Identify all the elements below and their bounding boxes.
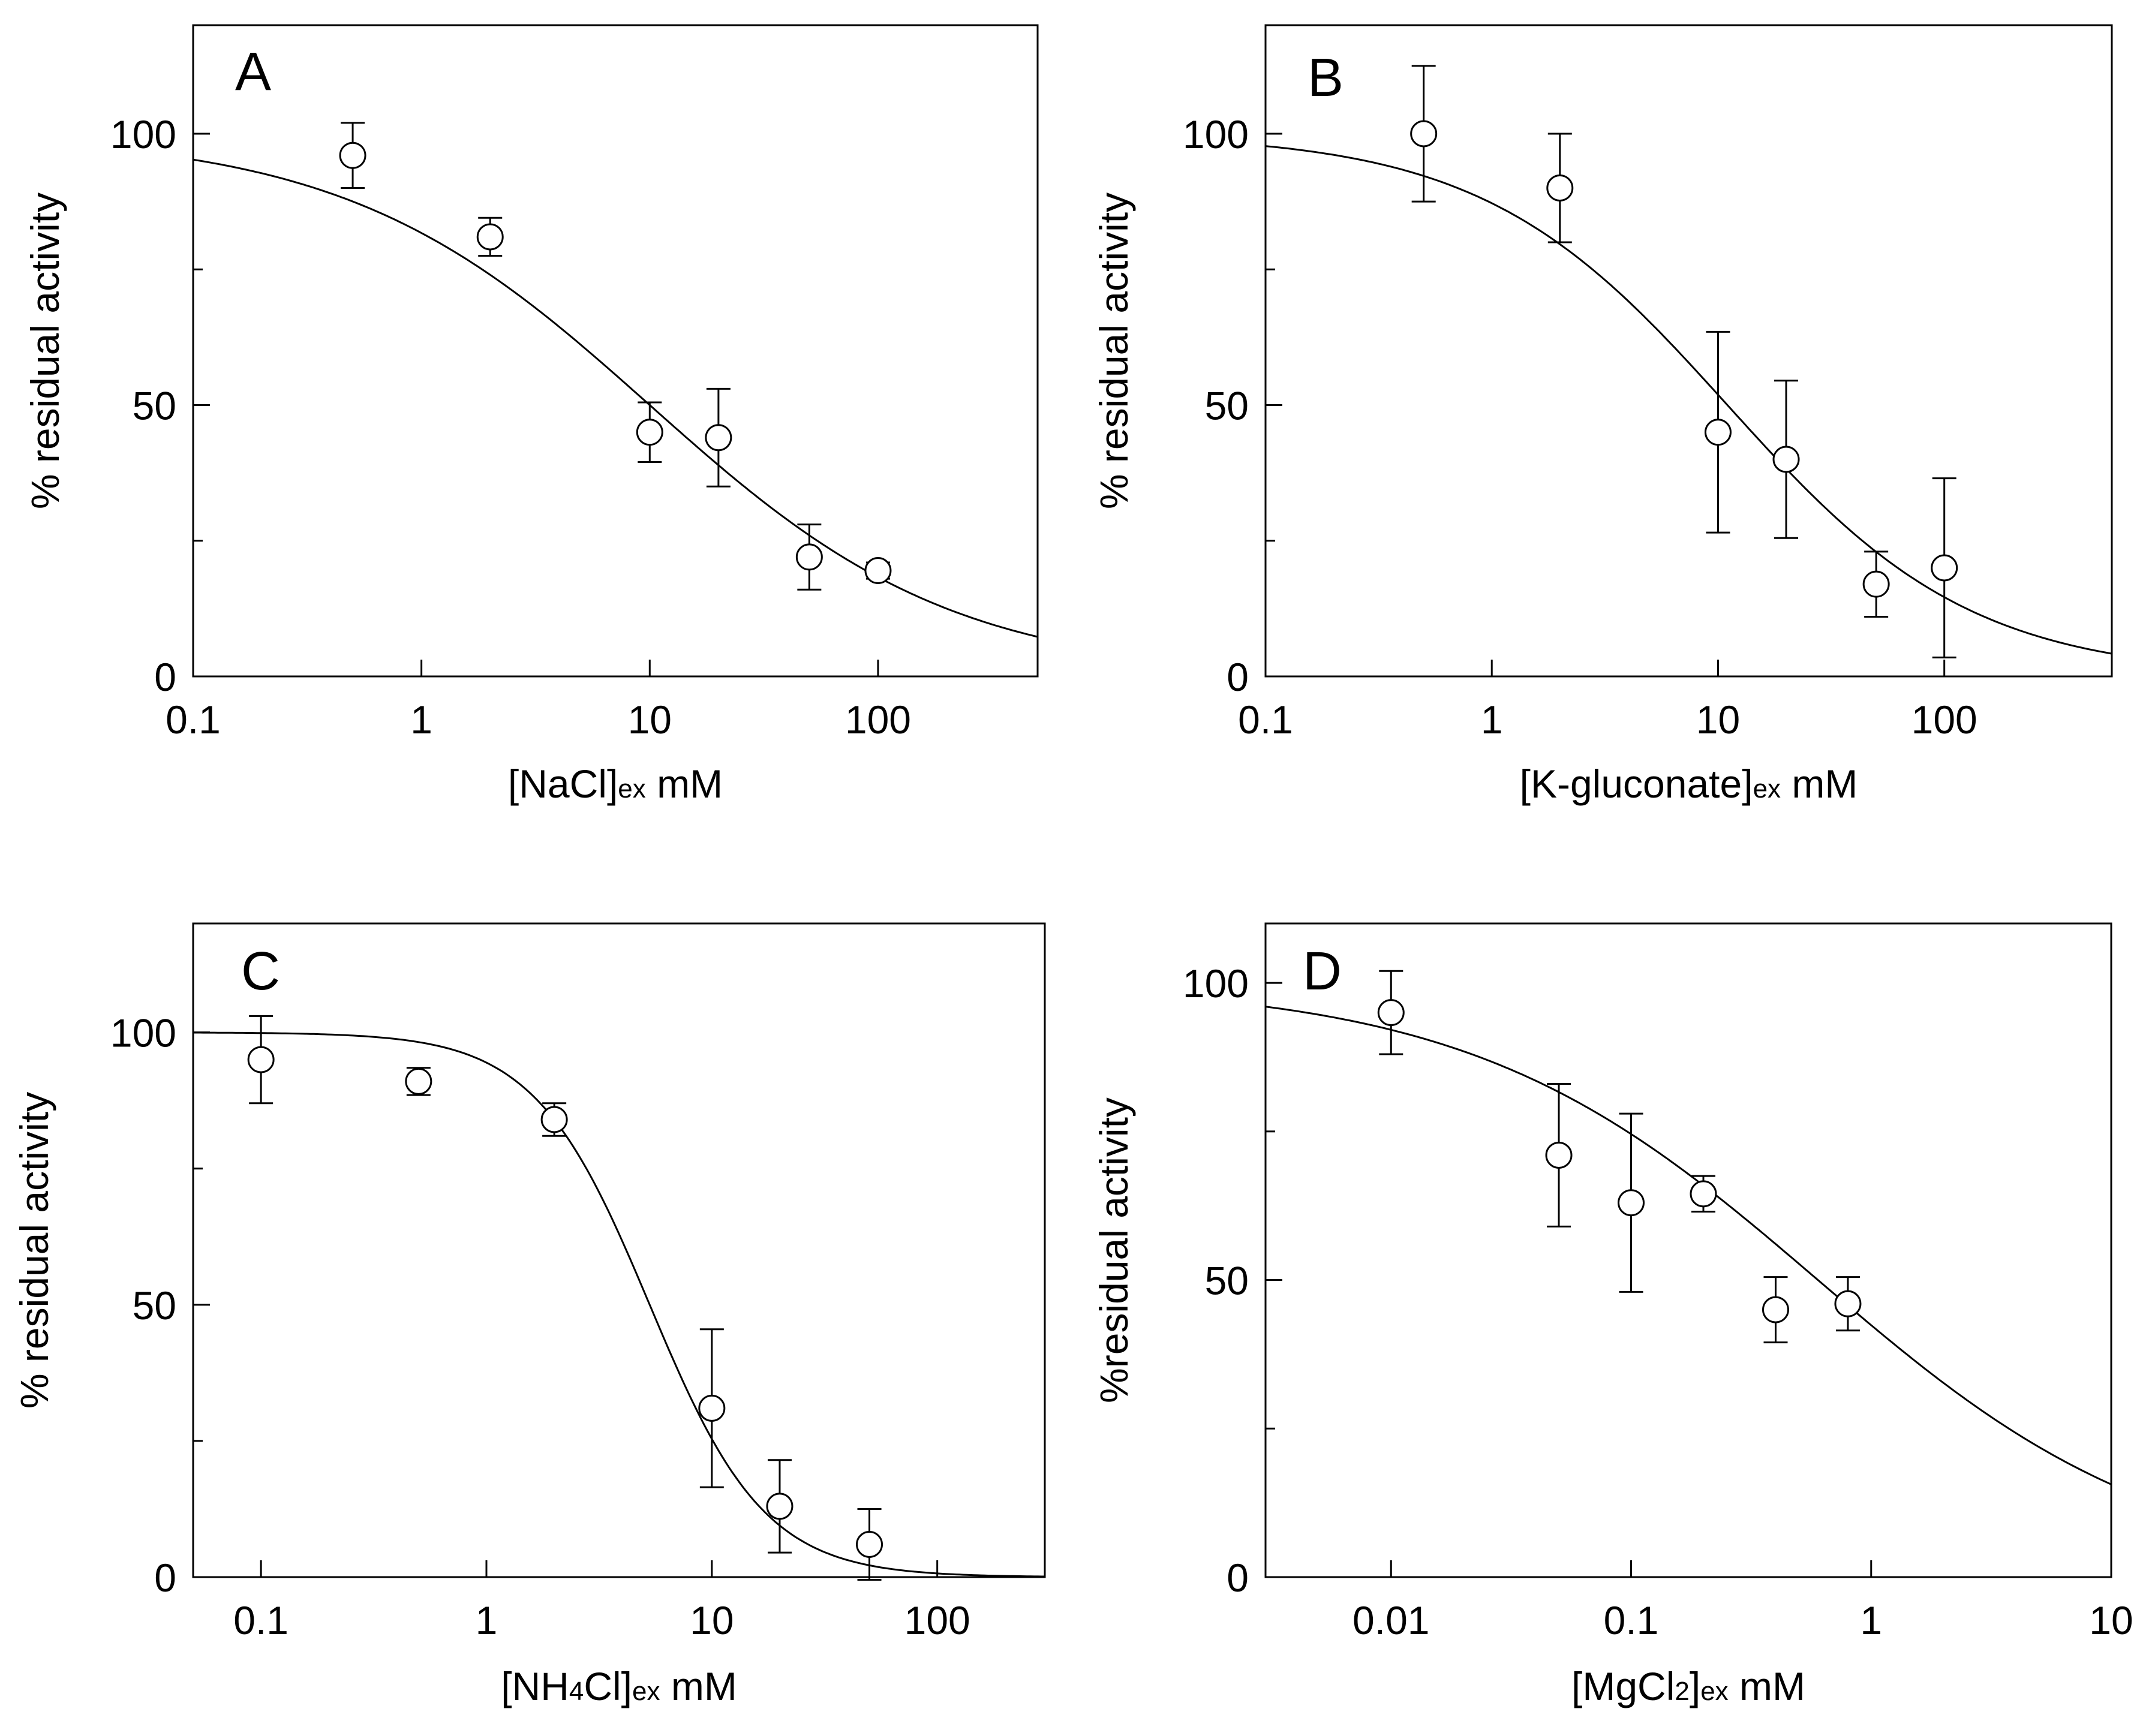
- panel-c-xlabel-sub: 4: [569, 1677, 584, 1706]
- panel-c-ytick-label: 0: [154, 1556, 176, 1600]
- panel-a-xlabel-pre: [NaCl]: [508, 762, 618, 806]
- panel-a-data-point: [705, 424, 732, 452]
- panel-a-xlabel-post: mM: [646, 762, 723, 806]
- panel-a-data-point: [339, 142, 366, 169]
- panel-a-ytick-label: 100: [110, 112, 176, 157]
- panel-a-xtick-label: 0.1: [166, 697, 221, 742]
- panel-b-xtick-label: 100: [1911, 697, 1977, 742]
- panel-b-fit-curve: [1265, 145, 2112, 655]
- panel-c-data-point: [247, 1046, 275, 1073]
- panel-c-data-point: [540, 1106, 568, 1133]
- panel-d-data-point: [1545, 1141, 1573, 1169]
- panel-b-xtick-label: 0.1: [1238, 697, 1293, 742]
- panel-c-xlabel-pre: [NH: [501, 1664, 569, 1708]
- panel-a-xlabel-sub: ex: [618, 774, 645, 804]
- panel-b-data-point: [1546, 174, 1574, 201]
- panel-a-panel-label: A: [235, 42, 271, 102]
- panel-d-data-point: [1762, 1296, 1789, 1323]
- panel-c-data-point: [856, 1531, 883, 1558]
- panel-c-ytick-label: 100: [110, 1011, 176, 1055]
- panel-b-ytick-label: 0: [1227, 655, 1249, 699]
- panel-c-data-point: [405, 1067, 432, 1095]
- panel-a-fit-curve: [193, 158, 1038, 638]
- panel-d-xlabel-post: ]: [1690, 1664, 1700, 1708]
- panel-d: D 0 50 100 0.01 0.1 1 10 %residual activity [MgCl…: [1092, 922, 2133, 1708]
- panel-d-data-point: [1618, 1189, 1645, 1217]
- panel-a-xtick-label: 100: [845, 697, 911, 742]
- panel-d-data-point: [1377, 999, 1405, 1027]
- panel-c-ytick-label: 50: [133, 1283, 176, 1328]
- panel-d-xtick-label: 0.1: [1604, 1598, 1659, 1642]
- panel-d-xtick-label: 10: [2089, 1598, 2133, 1642]
- panel-c-panel-label: C: [241, 941, 280, 1001]
- panel-b-ytick-label: 100: [1183, 112, 1249, 157]
- panel-d-data-point: [1834, 1290, 1862, 1317]
- panel-b-xlabel-post: mM: [1781, 762, 1858, 806]
- panel-d-fit-curve: [1265, 1006, 2112, 1485]
- panel-b-plot-frame: [1264, 24, 2113, 678]
- panel-c-data-point: [698, 1394, 726, 1422]
- panel-a-xtick-label: 1: [410, 697, 432, 742]
- panel-c-data-point: [766, 1493, 794, 1520]
- panel-b: B 0 50 100 0.1 1 10 100 % residual activity [K-gl…: [1092, 24, 2113, 806]
- panel-c-xlabel-post2: mM: [660, 1664, 737, 1708]
- panel-b-xlabel-sub: ex: [1753, 774, 1781, 804]
- panel-d-ylabel: %residual activity: [1092, 1097, 1136, 1403]
- panel-c-xtick-label: 0.1: [233, 1598, 288, 1642]
- panel-b-ylabel: % residual activity: [1092, 192, 1136, 509]
- panel-c-xlabel-post: Cl]: [584, 1664, 632, 1708]
- panel-c-xtick-label: 100: [904, 1598, 970, 1642]
- panel-d-plot-frame: [1264, 922, 2112, 1578]
- panel-b-xlabel: [K-gluconate]ex mM: [1520, 762, 1858, 806]
- panel-a-ylabel: % residual activity: [23, 192, 67, 509]
- panel-a-ytick-label: 0: [154, 655, 176, 699]
- panel-a-xtick-label: 10: [628, 697, 672, 742]
- panel-c-fit-curve: [193, 1031, 1045, 1578]
- panel-b-data-point: [1772, 446, 1800, 473]
- panel-d-data-point: [1690, 1180, 1717, 1208]
- panel-a-plot-frame: [192, 24, 1039, 678]
- panel-b-data-point: [1410, 120, 1438, 148]
- panel-d-panel-label: D: [1303, 941, 1342, 1001]
- panel-b-data-point: [1862, 570, 1890, 598]
- panel-a-data-point: [476, 223, 504, 251]
- panel-a-data-point: [636, 419, 663, 446]
- panel-d-xlabel: [MgCl2]ex mM: [1571, 1664, 1805, 1708]
- panel-a: A 0 50 100 0.1 1 10 100 % residual activity [NaCl…: [23, 24, 1039, 806]
- panel-d-ytick-label: 0: [1227, 1556, 1249, 1600]
- panel-a-ytick-label: 50: [133, 384, 176, 428]
- panel-c-xlabel-sub2: ex: [632, 1677, 660, 1706]
- panel-c-xlabel: [NH4Cl]ex mM: [501, 1664, 737, 1708]
- panel-d-ytick-label: 50: [1205, 1259, 1249, 1303]
- panel-c-xtick-label: 10: [690, 1598, 734, 1642]
- panel-c-ylabel: % residual activity: [12, 1092, 56, 1409]
- panel-b-xtick-label: 10: [1696, 697, 1740, 742]
- panel-a-data-point: [795, 543, 823, 571]
- panel-a-data-point: [864, 557, 892, 585]
- panel-c: C 0 50 100 0.1 1 10 100 % residual activity [NH4C…: [12, 922, 1046, 1708]
- panel-a-xlabel: [NaCl]ex mM: [508, 762, 723, 806]
- panel-d-xtick-label: 1: [1860, 1598, 1882, 1642]
- panel-b-xtick-label: 1: [1481, 697, 1503, 742]
- panel-b-panel-label: B: [1308, 48, 1343, 108]
- panel-b-data-point: [1931, 554, 1958, 582]
- panel-d-xtick-label: 0.01: [1352, 1598, 1429, 1642]
- panel-c-plot-frame: [192, 922, 1046, 1578]
- panel-b-xlabel-pre: [K-gluconate]: [1520, 762, 1753, 806]
- panel-b-data-point: [1704, 419, 1732, 446]
- panel-c-xtick-label: 1: [476, 1598, 498, 1642]
- panel-d-xlabel-pre: [MgCl: [1571, 1664, 1675, 1708]
- panel-d-ytick-label: 100: [1183, 961, 1249, 1006]
- panel-d-xlabel-post2: mM: [1729, 1664, 1805, 1708]
- panel-d-xlabel-sub2: ex: [1700, 1677, 1728, 1706]
- panel-d-xlabel-sub: 2: [1675, 1677, 1689, 1706]
- panel-b-ytick-label: 50: [1205, 384, 1249, 428]
